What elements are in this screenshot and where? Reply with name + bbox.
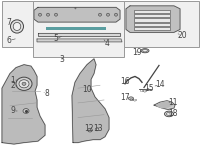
Text: Cap: Cap: [140, 89, 148, 93]
Ellipse shape: [95, 128, 99, 131]
Polygon shape: [38, 33, 120, 36]
Bar: [46, 27, 106, 30]
Ellipse shape: [98, 13, 102, 16]
Text: *: *: [74, 6, 76, 11]
Text: 4: 4: [105, 39, 109, 48]
Polygon shape: [154, 101, 175, 110]
Text: 19: 19: [132, 48, 142, 57]
Ellipse shape: [166, 112, 172, 115]
Bar: [33, 1, 124, 57]
Ellipse shape: [141, 49, 149, 53]
Ellipse shape: [114, 13, 117, 16]
Ellipse shape: [10, 20, 24, 33]
Text: 16: 16: [120, 77, 130, 86]
Bar: [134, 10, 170, 13]
Text: 11: 11: [168, 98, 178, 107]
Text: 20: 20: [177, 31, 187, 40]
Ellipse shape: [23, 109, 29, 113]
Text: 9: 9: [11, 106, 15, 116]
Ellipse shape: [38, 13, 42, 16]
Ellipse shape: [143, 50, 147, 52]
Ellipse shape: [19, 80, 29, 88]
Ellipse shape: [164, 111, 174, 117]
Text: Cap: Cap: [130, 98, 138, 102]
Ellipse shape: [106, 13, 110, 16]
Bar: [134, 23, 170, 26]
Text: 17: 17: [120, 93, 130, 102]
Text: 10: 10: [82, 85, 92, 94]
Bar: [134, 18, 170, 22]
Ellipse shape: [16, 77, 32, 90]
Text: 3: 3: [60, 55, 64, 64]
Polygon shape: [157, 102, 172, 108]
Bar: [134, 27, 170, 30]
Ellipse shape: [54, 13, 58, 16]
Text: 12: 12: [84, 124, 94, 133]
Ellipse shape: [22, 82, 26, 85]
Text: 8: 8: [45, 89, 49, 98]
Ellipse shape: [13, 22, 21, 31]
Polygon shape: [37, 39, 122, 42]
Polygon shape: [34, 7, 120, 22]
Bar: [134, 14, 170, 17]
Text: 2: 2: [11, 81, 15, 91]
Ellipse shape: [128, 97, 134, 100]
Text: 5: 5: [54, 34, 58, 44]
Ellipse shape: [88, 128, 92, 132]
Polygon shape: [126, 6, 180, 32]
Polygon shape: [72, 59, 109, 143]
Text: 7: 7: [7, 18, 11, 27]
Bar: [2, 1, 33, 47]
Ellipse shape: [46, 13, 50, 16]
Polygon shape: [2, 65, 45, 144]
Text: 1: 1: [11, 76, 15, 85]
Text: 15: 15: [144, 84, 154, 93]
Text: 6: 6: [7, 36, 11, 45]
Bar: [124, 1, 199, 47]
Text: 14: 14: [155, 80, 165, 89]
Text: 13: 13: [93, 124, 103, 133]
Text: 18: 18: [168, 109, 178, 118]
